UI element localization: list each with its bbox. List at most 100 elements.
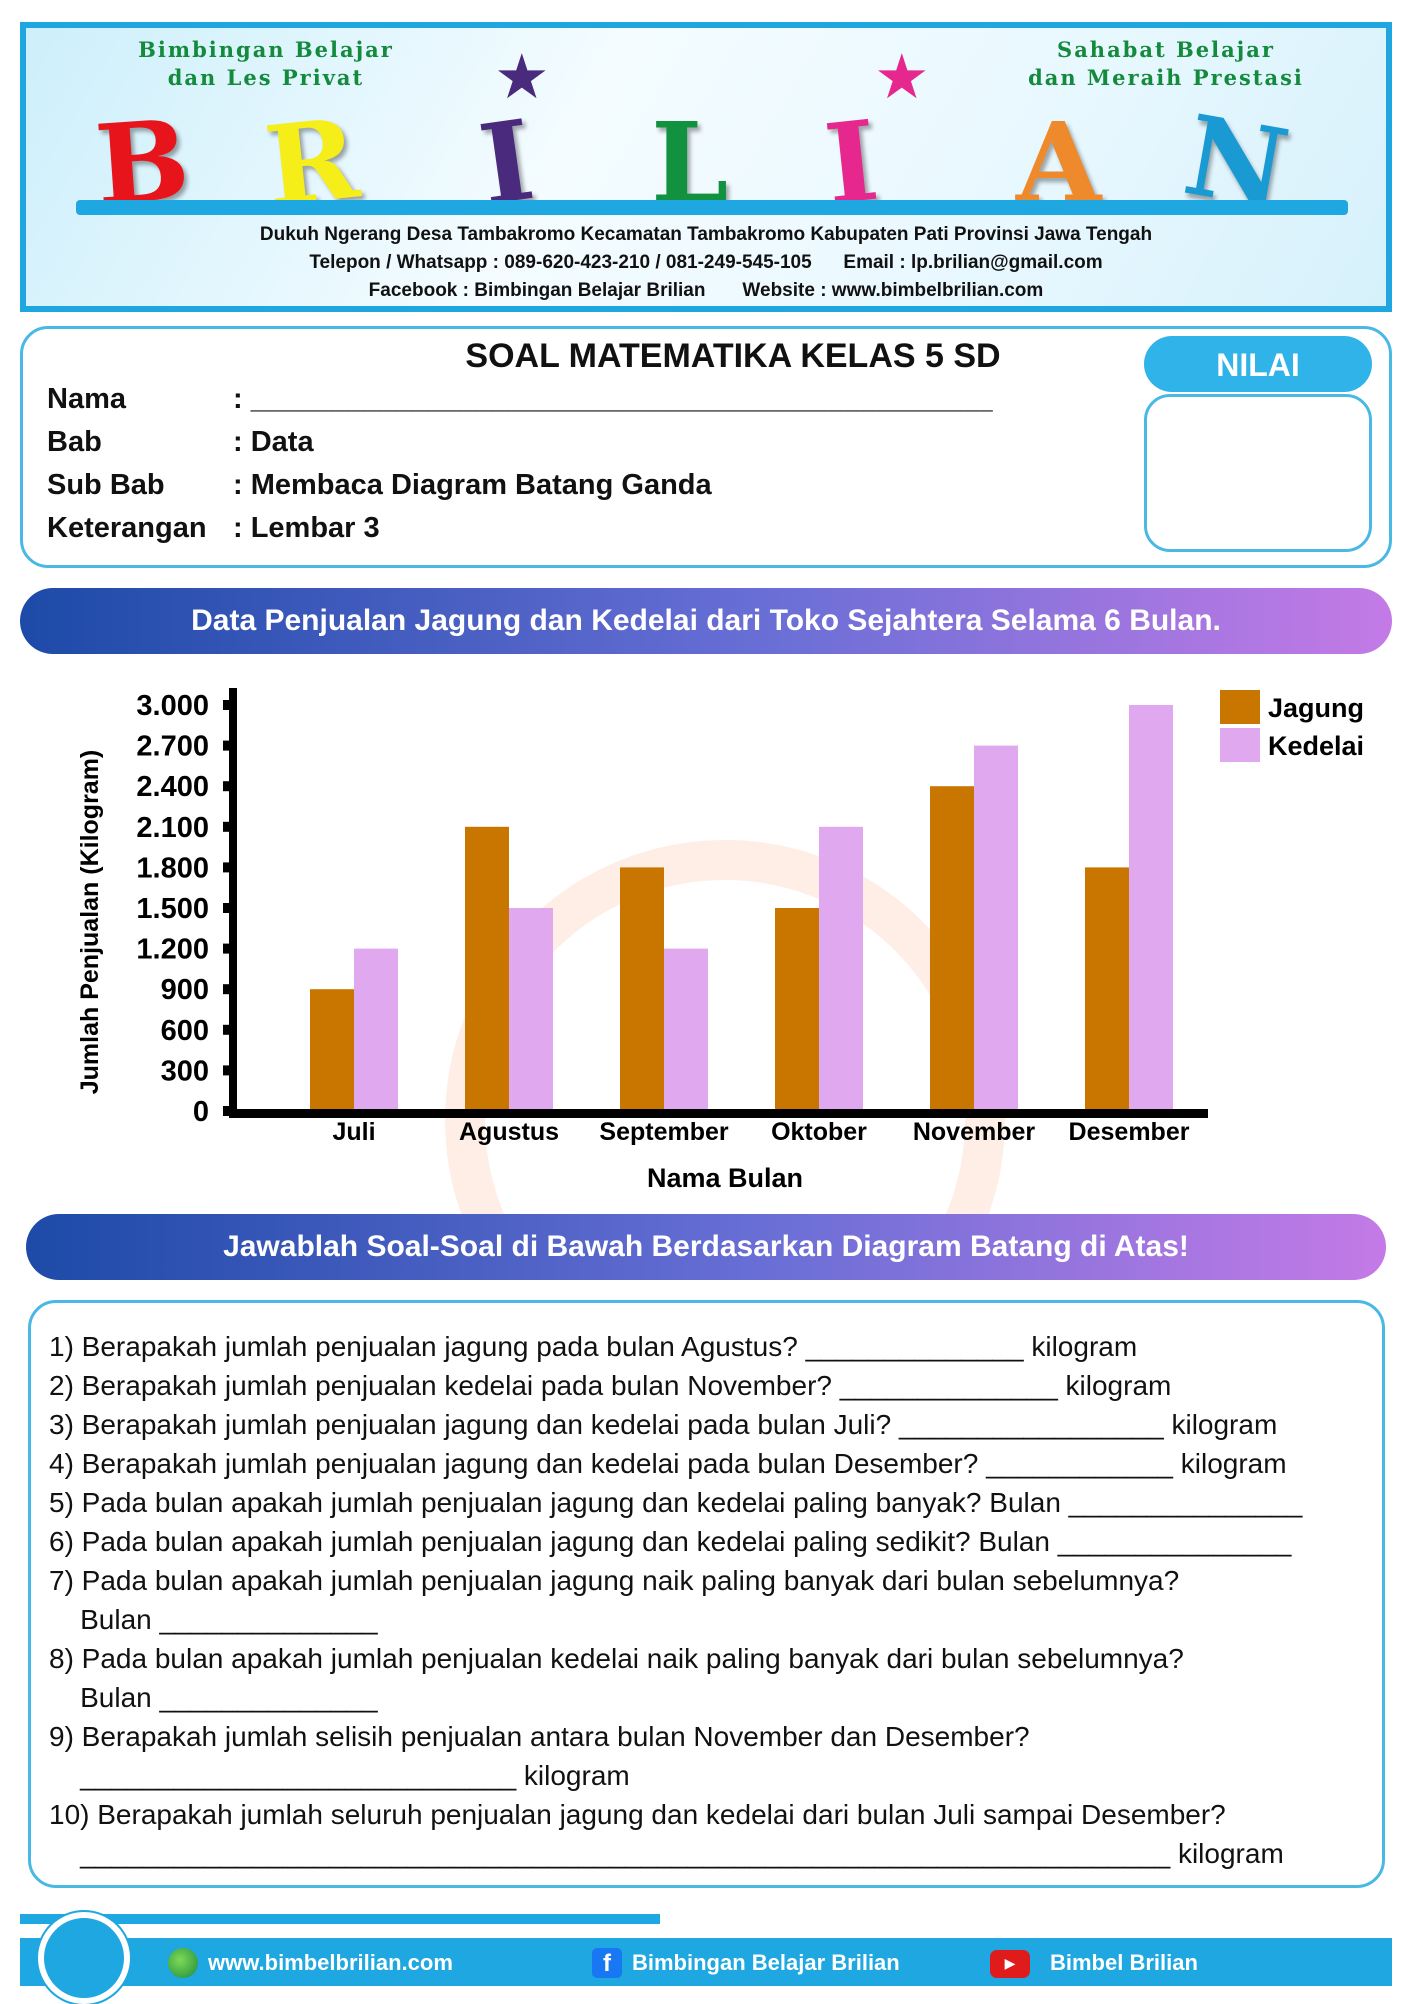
double-bar-chart: 0 300 600 900 1.200 1.500 1.800 2.100 2.400 2.700…: [76, 688, 1364, 1220]
x-tick-label: September: [599, 1118, 728, 1146]
question-item: 10) Berapakah jumlah seluruh penjualan j…: [49, 1799, 1226, 1830]
watermark-ring: [445, 840, 1005, 1220]
facebook: Facebook : Bimbingan Belajar Brilian: [368, 280, 706, 301]
question-item: 1) Berapakah jumlah penjualan jagung pad…: [49, 1331, 1138, 1362]
bar-jagung: [1085, 867, 1129, 1111]
questions-box: 1) Berapakah jumlah penjualan jagung pad…: [28, 1300, 1385, 1888]
x-tick-label: Desember: [1069, 1118, 1190, 1146]
tagline-left: Bimbingan Belajar dan Les Privat: [116, 36, 416, 92]
field-label: Nama: [47, 383, 126, 415]
field-value: : Data: [233, 426, 314, 458]
footer-youtube[interactable]: Bimbel Brilian: [1050, 1950, 1198, 1975]
tagline-right-line: Sahabat Belajar: [1057, 37, 1275, 62]
field-label: Sub Bab: [47, 469, 165, 501]
facebook-icon: f: [592, 1948, 622, 1978]
x-tick-label: November: [913, 1118, 1036, 1146]
question-item: 9) Berapakah jumlah selisih penjualan an…: [49, 1721, 1030, 1752]
y-tick-label: 3.000: [136, 690, 209, 722]
legend-swatch: [1220, 690, 1260, 724]
y-tick: [223, 903, 235, 913]
y-tick: [223, 1065, 235, 1076]
y-tick-label: 1.200: [136, 934, 209, 966]
footer-circle: [38, 1912, 130, 2004]
bar-jagung: [465, 826, 509, 1111]
y-tick: [223, 862, 235, 873]
y-tick-label: 300: [161, 1055, 209, 1087]
question-item: Bulan ______________: [49, 1604, 378, 1635]
legend-label: Jagung: [1268, 693, 1364, 723]
footer-line: [20, 1914, 660, 1924]
bar-jagung: [775, 908, 819, 1111]
tagline-right: Sahabat Belajar dan Meraih Prestasi: [996, 36, 1336, 92]
youtube-icon: ▶: [990, 1950, 1030, 1978]
y-tick-label: 2.700: [136, 731, 209, 763]
legend-swatch: [1220, 728, 1260, 762]
question-item: 4) Berapakah jumlah penjualan jagung dan…: [49, 1448, 1287, 1479]
tagline-right-line: dan Meraih Prestasi: [1028, 65, 1304, 90]
question-item: 3) Berapakah jumlah penjualan jagung dan…: [49, 1409, 1278, 1440]
y-tick: [223, 1024, 235, 1035]
footer: www.bimbelbrilian.com f Bimbingan Belaja…: [0, 1900, 1414, 2004]
questions-banner: Jawablah Soal-Soal di Bawah Berdasarkan …: [26, 1214, 1386, 1280]
globe-icon: [168, 1948, 198, 1978]
x-tick-label: Juli: [332, 1118, 375, 1146]
phone: Telepon / Whatsapp : 089-620-423-210 / 0…: [309, 252, 812, 273]
footer-website[interactable]: www.bimbelbrilian.com: [208, 1950, 453, 1975]
score-label: NILAI: [1144, 336, 1372, 392]
address: Dukuh Ngerang Desa Tambakromo Kecamatan …: [259, 224, 1153, 245]
y-axis-label: Jumlah Penjualan (Kilogram): [76, 750, 104, 1095]
question-item: 2) Berapakah jumlah penjualan kedelai pa…: [49, 1370, 1172, 1401]
x-axis: [229, 1109, 1208, 1118]
y-tick-label: 1.800: [136, 852, 209, 884]
y-tick-label: 600: [161, 1015, 209, 1047]
score-box[interactable]: [1144, 394, 1372, 552]
field-value: : Lembar 3: [233, 512, 380, 544]
bar-jagung: [620, 867, 664, 1111]
footer-bar: [20, 1938, 1392, 1986]
legend-label: Kedelai: [1268, 731, 1364, 761]
bar-kedelai: [664, 948, 708, 1111]
footer-facebook[interactable]: Bimbingan Belajar Brilian: [632, 1950, 900, 1975]
bar-kedelai: [819, 826, 863, 1111]
field-label: Keterangan: [47, 512, 207, 544]
question-item: ____________________________ kilogram: [49, 1760, 630, 1791]
header-divider: [76, 200, 1348, 215]
question-item: Bulan ______________: [49, 1682, 378, 1713]
bar-kedelai: [974, 745, 1018, 1111]
bar-kedelai: [509, 908, 553, 1111]
field-label: Bab: [47, 426, 102, 458]
y-tick: [223, 740, 235, 751]
x-axis-label: Nama Bulan: [647, 1163, 803, 1193]
y-tick-label: 1.500: [136, 893, 209, 925]
y-tick: [223, 943, 235, 954]
field-value: : Membaca Diagram Batang Ganda: [233, 469, 712, 501]
bar-jagung: [310, 989, 354, 1111]
bar-kedelai: [354, 948, 398, 1111]
y-tick: [223, 700, 235, 710]
y-tick: [223, 984, 235, 995]
letterhead: Bimbingan Belajar dan Les Privat Sahabat…: [20, 22, 1392, 312]
website: Website : www.bimbelbrilian.com: [742, 280, 1044, 301]
bar-jagung: [930, 786, 974, 1111]
x-tick-label: Oktober: [771, 1118, 867, 1146]
star-icon: ★: [494, 40, 550, 113]
question-item: 5) Pada bulan apakah jumlah penjualan ja…: [49, 1487, 1303, 1518]
tagline-left-line: dan Les Privat: [167, 65, 365, 90]
worksheet-title: SOAL MATEMATIKA KELAS 5 SD: [465, 337, 1001, 375]
y-tick-label: 2.400: [136, 771, 209, 803]
social-line: Facebook : Bimbingan Belajar Brilian Web…: [26, 280, 1386, 302]
y-tick-label: 900: [161, 974, 209, 1006]
email: Email : lp.brilian@gmail.com: [843, 252, 1103, 273]
star-icon: ★: [874, 40, 930, 113]
contact-line: Telepon / Whatsapp : 089-620-423-210 / 0…: [26, 252, 1386, 274]
question-item: 7) Pada bulan apakah jumlah penjualan ja…: [49, 1565, 1180, 1596]
question-item: 6) Pada bulan apakah jumlah penjualan ja…: [49, 1526, 1292, 1557]
question-item: 8) Pada bulan apakah jumlah penjualan ke…: [49, 1643, 1184, 1674]
student-info-box: SOAL MATEMATIKA KELAS 5 SD Nama : ______…: [20, 326, 1392, 568]
chart-banner: Data Penjualan Jagung dan Kedelai dari T…: [20, 588, 1392, 654]
name-field[interactable]: : ______________________________________…: [233, 383, 993, 415]
y-tick-label: 2.100: [136, 812, 209, 844]
tagline-left-line: Bimbingan Belajar: [138, 37, 394, 62]
y-tick-label: 0: [193, 1096, 209, 1128]
question-item: ________________________________________…: [49, 1838, 1284, 1869]
